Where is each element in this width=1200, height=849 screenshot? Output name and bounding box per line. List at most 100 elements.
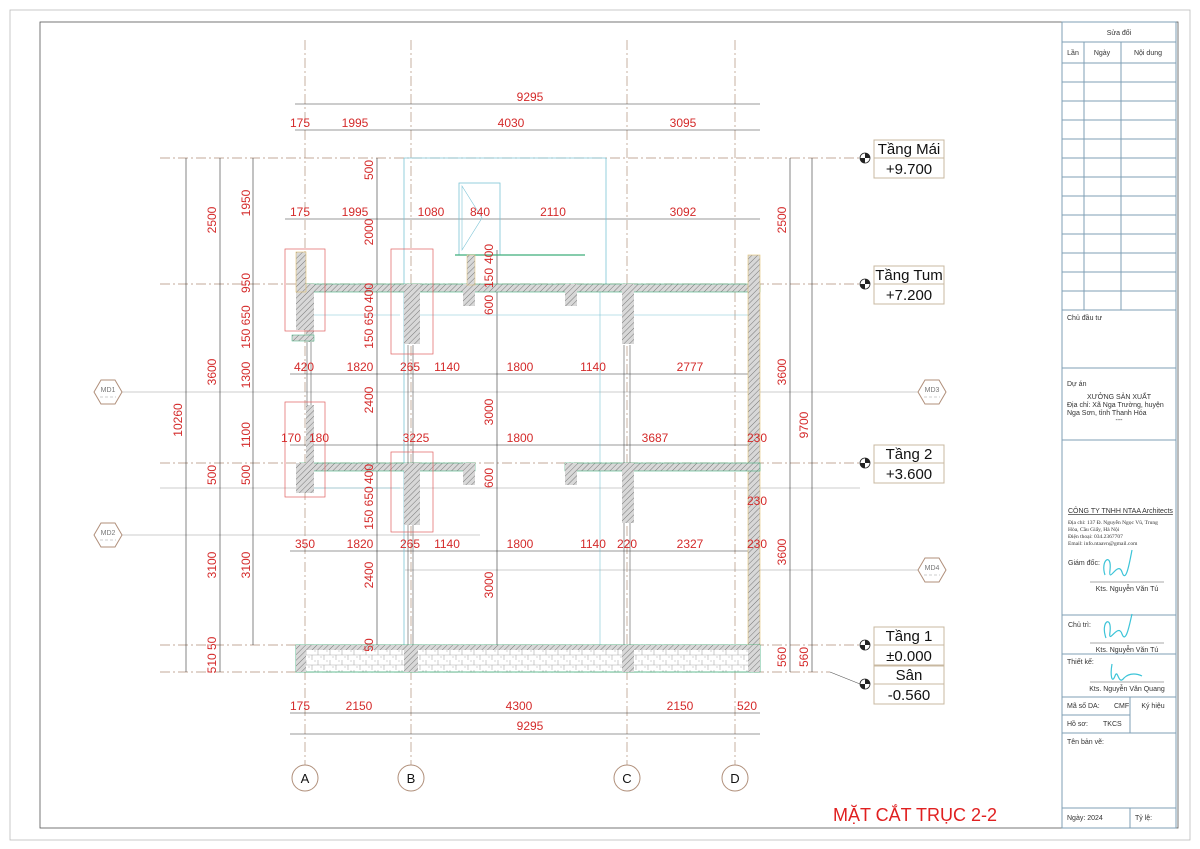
dimension-label: 2400 xyxy=(362,561,376,588)
company-phone: Điện thoại: 034.2367707 xyxy=(1068,534,1123,540)
marker-label: MD2 xyxy=(101,530,116,537)
dimension-label: 1820 xyxy=(347,360,374,374)
level-name: Tầng Tum xyxy=(875,267,943,284)
dimension-label: 510 50 xyxy=(205,636,219,673)
dimension-label: 180 xyxy=(309,431,329,445)
dimension-label: 1800 xyxy=(507,431,534,445)
dimension-label: 10260 xyxy=(171,403,185,437)
level-name: Sân xyxy=(896,667,923,684)
level-tag[interactable]: Sân -0.560 xyxy=(829,665,945,705)
dimension-label: 3000 xyxy=(482,398,496,425)
file-label: Hồ sơ: xyxy=(1067,719,1088,728)
detail-box[interactable] xyxy=(390,248,434,355)
section-marker-md2[interactable]: MD2 xyxy=(93,522,123,548)
dimension-label: 175 xyxy=(290,205,310,219)
dimension-label: 560 xyxy=(797,647,811,667)
project-address-1: Địa chỉ: Xã Nga Trường, huyện xyxy=(1067,401,1164,409)
designer-name: Kts. Nguyễn Văn Quang xyxy=(1089,684,1165,693)
lead-name: Kts. Nguyễn Văn Tú xyxy=(1096,645,1159,654)
drawing-name-label: Tên bản vẽ: xyxy=(1067,739,1104,746)
dimension-label: 1950 xyxy=(239,189,253,216)
level-elevation: ±0.000 xyxy=(886,648,932,665)
dimension-label: 3092 xyxy=(670,205,697,219)
dimension-label: 265 xyxy=(400,537,420,551)
dimension-label: 500 xyxy=(205,465,219,485)
dimension-label: 1820 xyxy=(347,537,374,551)
dimension-label: 1800 xyxy=(507,537,534,551)
revisions-title: Sửa đổi xyxy=(1107,29,1132,37)
dimension-label: 150 xyxy=(482,268,496,288)
dimension-label: 3600 xyxy=(775,358,789,385)
dimension-label: 2150 xyxy=(667,699,694,713)
section-marker-md3[interactable]: MD3 xyxy=(917,379,947,405)
company-address-1: Địa chỉ: 137 Đ. Nguyễn Ngọc Vũ, Trung xyxy=(1068,519,1158,526)
title-block: Sửa đổi Lần Ngày Nội dung Chủ đầu tư Dự … xyxy=(1061,21,1177,829)
project-code-label: Mã số DA: xyxy=(1067,701,1100,710)
dimension-label: 420 xyxy=(294,360,314,374)
level-elevation: +7.200 xyxy=(886,287,932,304)
dimension-label: 230 xyxy=(747,431,767,445)
designer-signature xyxy=(1110,663,1143,681)
dimension-label: 1100 xyxy=(239,422,253,448)
company-email: Email: info.ntaavn@gmail.com xyxy=(1068,540,1138,547)
level-tag[interactable]: Tầng Mái +9.700 xyxy=(859,139,945,179)
dimension-label: 350 xyxy=(295,537,315,551)
dimension-label: 1995 xyxy=(342,205,369,219)
axis-bubble-c[interactable]: C xyxy=(613,764,641,792)
level-elevation: -0.560 xyxy=(888,687,931,704)
axis-label: B xyxy=(407,771,416,786)
detail-box[interactable] xyxy=(284,401,326,498)
dimension-label: 220 xyxy=(617,537,637,551)
dimension-label: 840 xyxy=(470,205,490,219)
level-tag[interactable]: Tầng 2 +3.600 xyxy=(859,444,945,484)
dimension-label: 3687 xyxy=(642,431,669,445)
dimension-label: 2777 xyxy=(677,360,704,374)
dimension-label: 560 xyxy=(775,647,789,667)
dimension-label: 265 xyxy=(400,360,420,374)
company-address-2: Hòa, Cầu Giấy, Hà Nội xyxy=(1068,526,1120,533)
dimension-label: 2500 xyxy=(775,206,789,233)
dimension-label: 600 xyxy=(482,295,496,315)
project-address-2: Nga Sơn, tỉnh Thanh Hóa xyxy=(1067,409,1147,417)
dimension-label: 230 xyxy=(747,537,767,551)
dimension-label: 175 xyxy=(290,116,310,130)
sheet-border xyxy=(9,9,1191,841)
dimension-label: 3225 xyxy=(403,431,430,445)
axis-bubble-b[interactable]: B xyxy=(397,764,425,792)
level-tag[interactable]: Tầng Tum +7.200 xyxy=(859,265,945,305)
dimension-label: 4030 xyxy=(498,116,525,130)
dimension-label: 1300 xyxy=(239,361,253,388)
detail-box[interactable] xyxy=(390,451,434,533)
section-marker-md4[interactable]: MD4 xyxy=(917,557,947,583)
dimension-label: 500 xyxy=(362,160,376,180)
detail-box[interactable] xyxy=(284,248,326,332)
rev-col-date: Ngày xyxy=(1094,50,1111,57)
dimension-label: 2150 xyxy=(346,699,373,713)
dimension-label: 400 xyxy=(362,283,376,303)
level-elevation: +3.600 xyxy=(886,466,932,483)
dimension-label: 3095 xyxy=(670,116,697,130)
lead-label: Chủ trì: xyxy=(1068,621,1091,629)
dimension-label: 2500 xyxy=(205,206,219,233)
dimension-label: 170 xyxy=(281,431,301,445)
symbol-label: Ký hiệu xyxy=(1141,703,1164,710)
company-name: CÔNG TY TNHH NTAA Architects xyxy=(1068,506,1173,515)
project-dash: --- xyxy=(1116,417,1124,424)
section-marker-md1[interactable]: MD1 xyxy=(93,379,123,405)
project-label: Dự án xyxy=(1067,381,1087,388)
project-name: XƯỞNG SẢN XUẤT xyxy=(1087,391,1152,401)
dimension-label: 3100 xyxy=(239,551,253,578)
dimension-label: 2400 xyxy=(362,386,376,413)
axis-bubble-d[interactable]: D xyxy=(721,764,749,792)
dimension-label: 3000 xyxy=(482,571,496,598)
dimension-label: 2000 xyxy=(362,218,376,245)
dimension-label: 3100 xyxy=(205,551,219,578)
axis-bubble-a[interactable]: A xyxy=(291,764,319,792)
dimension-label: 150 650 xyxy=(362,486,376,530)
level-name: Tầng 1 xyxy=(886,628,933,645)
lead-signature xyxy=(1103,613,1133,639)
axis-label: A xyxy=(301,771,310,786)
axis-label: C xyxy=(622,771,631,786)
level-tag[interactable]: Tầng 1 ±0.000 xyxy=(859,626,945,666)
dimension-label: 1800 xyxy=(507,360,534,374)
